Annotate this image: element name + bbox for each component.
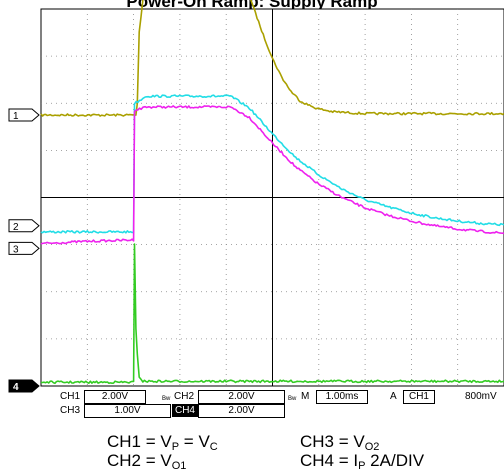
caption-ch4: CH4 = IP 2A/DIV	[300, 451, 425, 472]
ground-marker-label-ch2: 2	[13, 222, 19, 233]
trace-ch4	[40, 243, 504, 385]
ground-marker-label-ch3: 3	[13, 244, 19, 255]
chart-title: Power-On Ramp: Supply Ramp	[126, 0, 378, 11]
ground-marker-ch3	[8, 241, 40, 255]
trace-ch2	[40, 94, 504, 234]
channel-markers: 1 2 3 4	[8, 108, 40, 393]
trace-ch3	[40, 105, 504, 245]
caption-ch2: CH2 = VO1	[107, 451, 187, 472]
ground-marker-ch4	[8, 379, 40, 393]
caption-ch3: CH3 = VO2	[300, 432, 380, 453]
ground-marker-ch2	[8, 219, 40, 233]
ground-marker-label-ch1: 1	[13, 111, 19, 122]
grid	[41, 9, 504, 386]
traces	[40, 0, 504, 385]
caption-ch1: CH1 = VP = VC	[107, 432, 218, 453]
ground-marker-ch1	[8, 108, 40, 122]
trace-ch1	[40, 0, 504, 117]
ground-marker-label-ch4: 4	[13, 382, 19, 393]
